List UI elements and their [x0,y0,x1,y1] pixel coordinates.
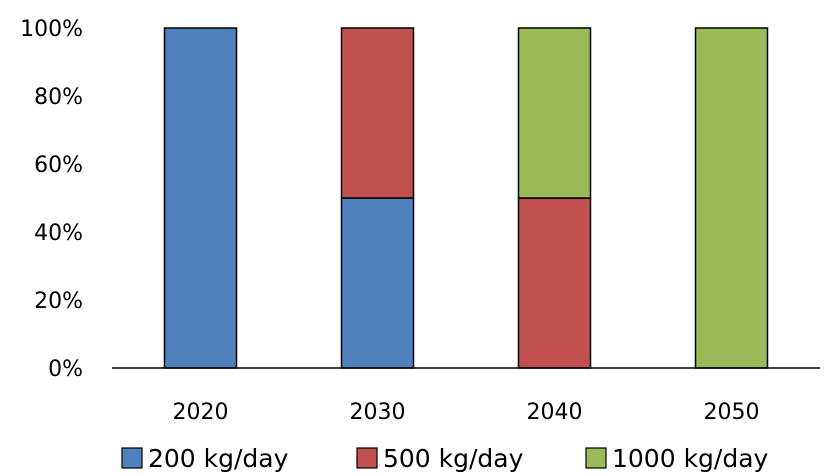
y-tick-label: 20% [34,289,83,314]
x-tick-label: 2020 [173,400,229,425]
legend-swatch [356,447,378,469]
bar-segment [517,197,592,369]
y-tick-label: 80% [34,85,83,110]
legend-label: 1000 kg/day [612,444,769,473]
y-tick-label: 0% [48,357,83,382]
bar-segment [163,27,238,369]
legend-label: 500 kg/day [383,444,524,473]
x-axis: 2020 2030 2040 2050 [173,400,760,425]
legend-swatch [121,447,143,469]
bar-segment [340,27,415,199]
legend-label: 200 kg/day [148,444,289,473]
bar-segment [517,27,592,199]
bar-segment [340,197,415,369]
y-tick-label: 100% [20,17,83,42]
y-tick-label: 60% [34,153,83,178]
bars [163,27,769,369]
x-tick-label: 2030 [350,400,406,425]
legend: 200 kg/day 500 kg/day 1000 kg/day [121,444,769,473]
y-axis: 0% 20% 40% 60% 80% 100% [20,17,83,382]
y-tick-label: 40% [34,221,83,246]
legend-swatch [585,447,607,469]
x-tick-label: 2040 [527,400,583,425]
x-tick-label: 2050 [704,400,760,425]
bar-segment [694,27,769,369]
